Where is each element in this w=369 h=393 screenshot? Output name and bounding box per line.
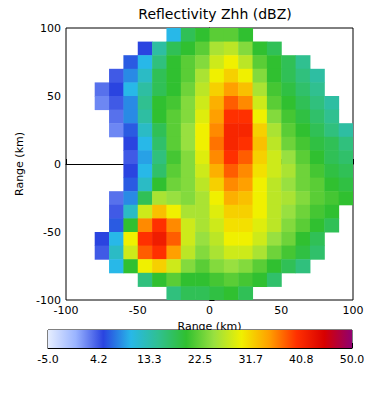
svg-text:50: 50: [47, 90, 61, 103]
svg-text:Range (km): Range (km): [177, 319, 242, 333]
svg-text:-50: -50: [129, 304, 147, 317]
svg-text:100: 100: [343, 304, 364, 317]
svg-text:22.5: 22.5: [188, 353, 213, 366]
svg-text:Range (km): Range (km): [13, 132, 26, 196]
svg-text:Reflectivity Zhh (dBZ): Reflectivity Zhh (dBZ): [138, 6, 291, 22]
svg-text:40.8: 40.8: [289, 353, 314, 366]
svg-text:50.0: 50.0: [340, 353, 365, 366]
svg-text:31.7: 31.7: [239, 353, 263, 366]
svg-text:-50: -50: [43, 226, 61, 239]
svg-text:100: 100: [40, 22, 61, 35]
svg-text:0: 0: [206, 304, 213, 317]
svg-text:4.2: 4.2: [90, 353, 108, 366]
svg-text:50: 50: [274, 304, 288, 317]
svg-text:13.3: 13.3: [137, 353, 162, 366]
svg-text:-100: -100: [54, 304, 79, 317]
svg-text:0: 0: [54, 158, 61, 171]
svg-text:-100: -100: [36, 293, 61, 307]
svg-text:-5.0: -5.0: [37, 353, 58, 366]
